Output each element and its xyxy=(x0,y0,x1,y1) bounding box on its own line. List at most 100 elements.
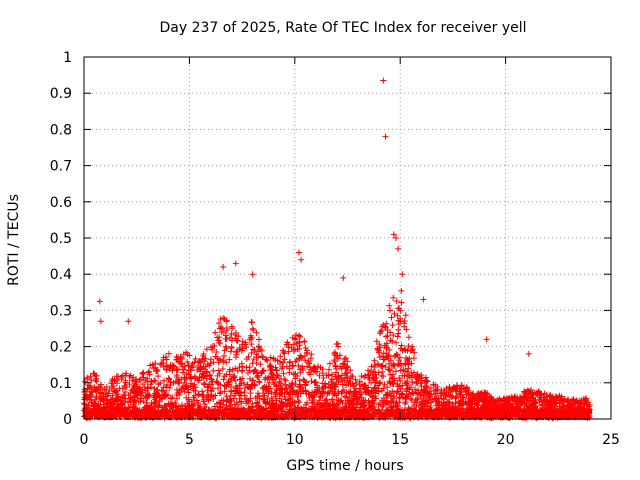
data-point xyxy=(208,356,215,363)
data-point xyxy=(293,389,300,396)
data-point xyxy=(474,399,481,406)
data-point xyxy=(339,388,346,395)
data-point xyxy=(203,346,210,353)
data-point xyxy=(280,370,287,377)
data-point xyxy=(97,398,104,405)
data-point xyxy=(310,394,317,401)
data-point xyxy=(217,324,224,331)
data-point xyxy=(394,388,401,395)
data-point xyxy=(298,407,305,414)
data-point xyxy=(90,370,97,377)
data-point xyxy=(236,364,243,371)
data-point xyxy=(216,390,223,397)
data-point xyxy=(477,390,484,397)
data-point xyxy=(371,384,378,391)
data-point xyxy=(372,377,379,384)
data-point xyxy=(222,336,229,343)
data-point xyxy=(252,394,259,401)
data-point xyxy=(152,360,159,367)
data-point xyxy=(166,364,173,371)
data-point xyxy=(222,343,229,350)
data-point xyxy=(385,366,392,373)
data-point xyxy=(514,413,521,420)
data-point xyxy=(287,358,294,365)
data-point xyxy=(382,414,389,421)
data-point xyxy=(578,400,585,407)
data-point xyxy=(248,341,255,348)
data-point xyxy=(212,406,219,413)
data-point xyxy=(460,385,467,392)
data-point xyxy=(372,392,379,399)
data-point xyxy=(269,402,276,409)
data-point xyxy=(84,375,91,382)
data-point xyxy=(169,367,176,374)
data-point xyxy=(122,413,129,420)
data-point xyxy=(389,411,396,418)
data-point xyxy=(200,352,207,359)
data-point xyxy=(382,133,389,140)
data-point xyxy=(286,406,293,413)
data-point xyxy=(432,390,439,397)
data-point xyxy=(256,343,263,350)
data-point xyxy=(297,369,304,376)
data-point xyxy=(577,410,584,417)
data-point xyxy=(523,400,530,407)
data-point xyxy=(394,381,401,388)
data-point xyxy=(263,356,270,363)
y-tick-label: 0.1 xyxy=(50,376,72,392)
data-point xyxy=(187,410,194,417)
data-point xyxy=(308,351,315,358)
data-point xyxy=(380,77,387,84)
data-point xyxy=(261,392,268,399)
data-point xyxy=(94,408,101,415)
data-point xyxy=(128,387,135,394)
data-point xyxy=(569,407,576,414)
data-point xyxy=(277,360,284,367)
data-point xyxy=(185,371,192,378)
data-point xyxy=(529,402,536,409)
data-point xyxy=(399,271,406,278)
data-point xyxy=(221,382,228,389)
data-point xyxy=(142,393,149,400)
data-point xyxy=(148,384,155,391)
data-point xyxy=(257,361,264,368)
data-point xyxy=(342,409,349,416)
data-point xyxy=(114,396,121,403)
data-point xyxy=(244,383,251,390)
data-point xyxy=(209,346,216,353)
data-point xyxy=(251,346,258,353)
data-point xyxy=(376,354,383,361)
data-point xyxy=(282,381,289,388)
data-point xyxy=(409,389,416,396)
data-point xyxy=(375,346,382,353)
data-point xyxy=(365,371,372,378)
data-point xyxy=(386,302,393,309)
data-point xyxy=(431,395,438,402)
data-point xyxy=(408,397,415,404)
data-point xyxy=(121,382,128,389)
data-point xyxy=(145,409,152,416)
data-point xyxy=(134,412,141,419)
data-point xyxy=(438,406,445,413)
data-point xyxy=(286,369,293,376)
data-point xyxy=(353,389,360,396)
data-point xyxy=(300,388,307,395)
data-point xyxy=(486,393,493,400)
data-point xyxy=(205,397,212,404)
data-point xyxy=(332,415,339,422)
data-point xyxy=(360,397,367,404)
data-point xyxy=(284,388,291,395)
data-point xyxy=(333,401,340,408)
data-point xyxy=(191,397,198,404)
data-point xyxy=(208,376,215,383)
data-point xyxy=(283,341,290,348)
data-point xyxy=(92,411,99,418)
data-point xyxy=(314,415,321,422)
data-point xyxy=(391,310,398,317)
data-point xyxy=(259,385,266,392)
data-point xyxy=(326,408,333,415)
data-point xyxy=(450,408,457,415)
data-point xyxy=(340,274,347,281)
data-point xyxy=(320,410,327,417)
data-point xyxy=(384,333,391,340)
